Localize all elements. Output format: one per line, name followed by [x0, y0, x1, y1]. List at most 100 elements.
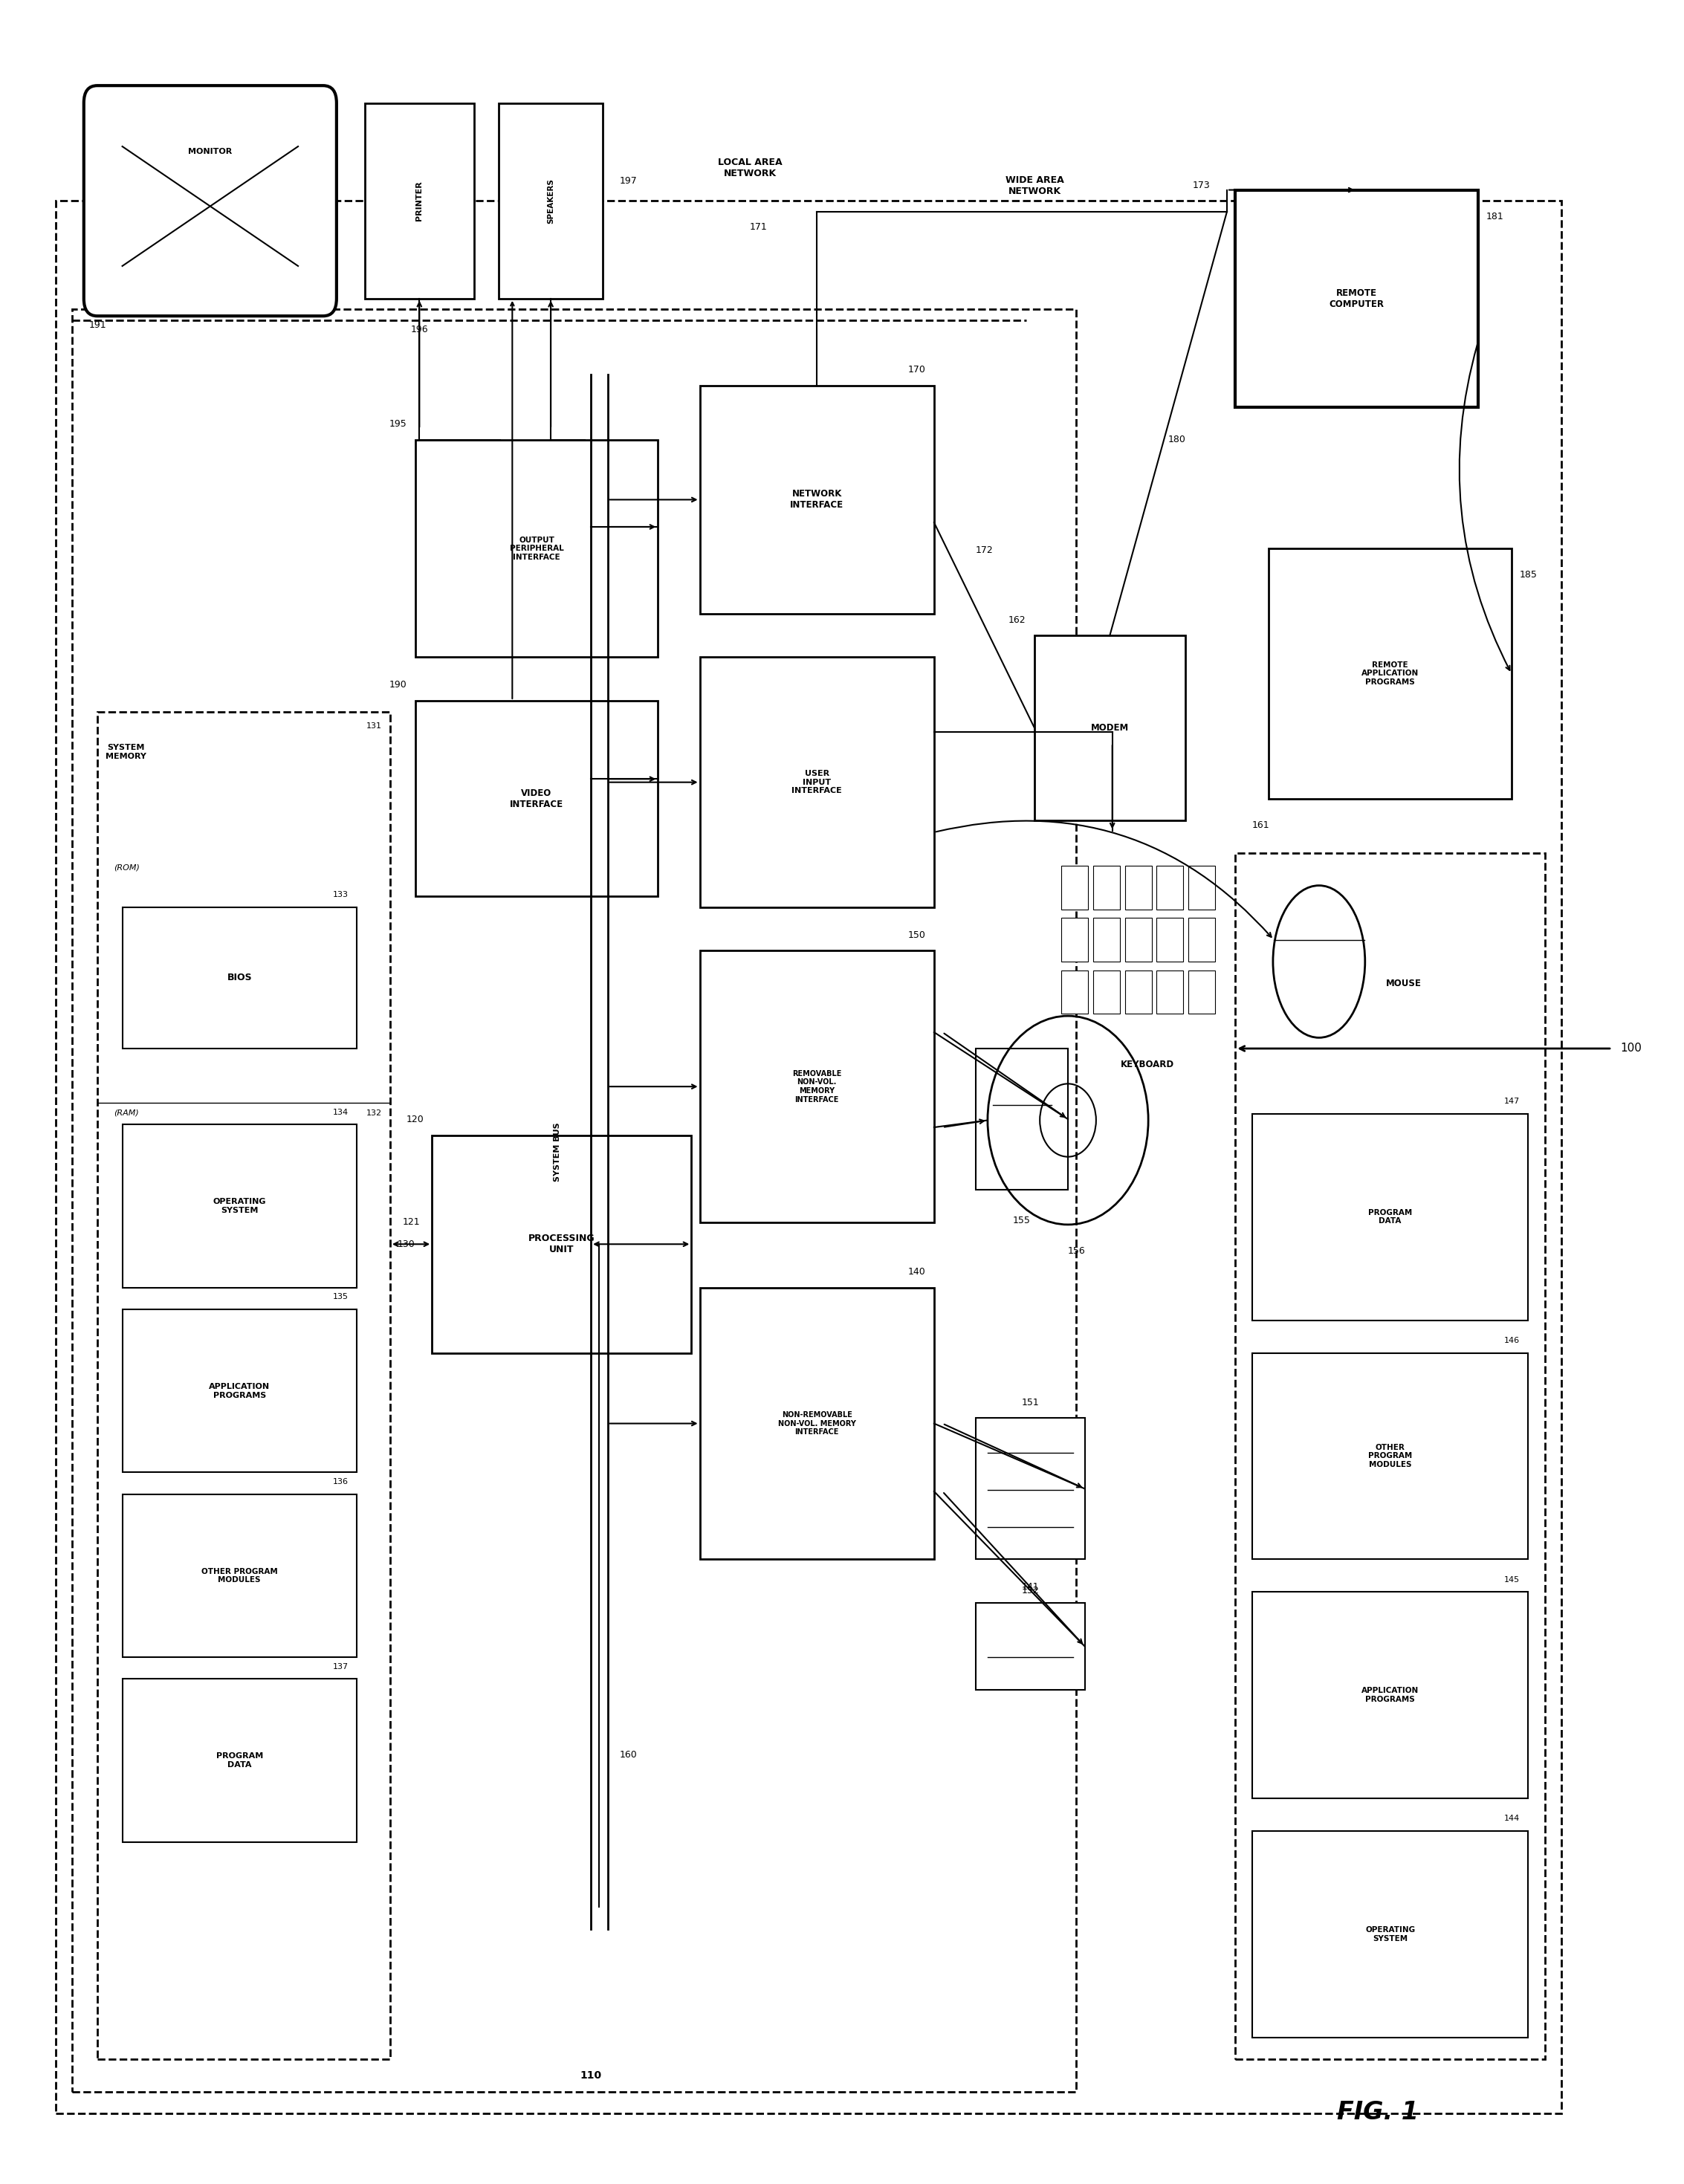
FancyBboxPatch shape: [123, 1125, 357, 1289]
FancyBboxPatch shape: [1251, 1830, 1527, 2038]
Text: 131: 131: [365, 723, 382, 729]
FancyBboxPatch shape: [123, 1679, 357, 1841]
FancyBboxPatch shape: [701, 657, 935, 906]
Text: 196: 196: [411, 325, 428, 334]
Text: (RAM): (RAM): [115, 1109, 140, 1116]
Text: PROGRAM
DATA: PROGRAM DATA: [216, 1752, 263, 1769]
Text: SYSTEM
MEMORY: SYSTEM MEMORY: [106, 745, 147, 760]
FancyBboxPatch shape: [1093, 970, 1120, 1013]
Text: 160: 160: [620, 1749, 637, 1760]
Text: 147: 147: [1504, 1099, 1521, 1105]
FancyBboxPatch shape: [433, 1136, 692, 1352]
FancyBboxPatch shape: [1061, 917, 1088, 961]
Text: 162: 162: [1009, 616, 1026, 625]
Text: 180: 180: [1169, 435, 1186, 446]
Text: 130: 130: [397, 1238, 416, 1249]
Text: 155: 155: [1014, 1216, 1031, 1225]
Text: 171: 171: [749, 223, 768, 232]
FancyBboxPatch shape: [123, 906, 357, 1048]
FancyBboxPatch shape: [1093, 865, 1120, 909]
FancyBboxPatch shape: [1189, 865, 1216, 909]
FancyBboxPatch shape: [1189, 917, 1216, 961]
FancyBboxPatch shape: [701, 387, 935, 614]
FancyBboxPatch shape: [1189, 970, 1216, 1013]
FancyBboxPatch shape: [1251, 1114, 1527, 1321]
FancyBboxPatch shape: [1125, 865, 1152, 909]
Text: 173: 173: [1192, 181, 1211, 190]
Text: 170: 170: [908, 365, 926, 376]
Text: 133: 133: [333, 891, 349, 898]
Text: 145: 145: [1504, 1577, 1521, 1583]
Text: 195: 195: [389, 419, 408, 428]
Text: 191: 191: [89, 321, 106, 330]
FancyBboxPatch shape: [1157, 865, 1184, 909]
Text: REMOVABLE
NON-VOL.
MEMORY
INTERFACE: REMOVABLE NON-VOL. MEMORY INTERFACE: [791, 1070, 842, 1103]
FancyBboxPatch shape: [498, 103, 603, 299]
Text: 100: 100: [1620, 1044, 1642, 1055]
Text: SYSTEM BUS: SYSTEM BUS: [554, 1123, 561, 1182]
Text: SPEAKERS: SPEAKERS: [547, 179, 554, 223]
Text: 140: 140: [908, 1267, 926, 1278]
FancyBboxPatch shape: [84, 85, 337, 317]
FancyBboxPatch shape: [1157, 970, 1184, 1013]
Text: 110: 110: [579, 2070, 601, 2081]
Text: PROGRAM
DATA: PROGRAM DATA: [1367, 1210, 1413, 1225]
Text: 190: 190: [389, 679, 408, 690]
FancyBboxPatch shape: [1157, 917, 1184, 961]
Text: (ROM): (ROM): [115, 863, 140, 871]
Text: 161: 161: [1251, 821, 1270, 830]
FancyBboxPatch shape: [1093, 917, 1120, 961]
FancyBboxPatch shape: [416, 439, 658, 657]
Text: 185: 185: [1521, 570, 1537, 581]
FancyBboxPatch shape: [701, 1289, 935, 1559]
Text: 136: 136: [333, 1479, 349, 1485]
Text: 132: 132: [365, 1109, 382, 1116]
Text: 172: 172: [975, 546, 994, 555]
FancyBboxPatch shape: [1125, 917, 1152, 961]
Text: 197: 197: [620, 177, 637, 186]
Text: PRINTER: PRINTER: [416, 181, 423, 221]
FancyBboxPatch shape: [1061, 865, 1088, 909]
FancyBboxPatch shape: [123, 1494, 357, 1658]
FancyBboxPatch shape: [1061, 970, 1088, 1013]
Text: 120: 120: [406, 1116, 424, 1125]
FancyBboxPatch shape: [365, 103, 473, 299]
Text: PROCESSING
UNIT: PROCESSING UNIT: [529, 1234, 594, 1254]
Text: OTHER
PROGRAM
MODULES: OTHER PROGRAM MODULES: [1367, 1444, 1413, 1468]
Text: 181: 181: [1487, 212, 1504, 221]
Text: 150: 150: [908, 930, 926, 939]
Text: BIOS: BIOS: [227, 974, 253, 983]
Text: NETWORK
INTERFACE: NETWORK INTERFACE: [790, 489, 844, 511]
Text: 152: 152: [1022, 1586, 1039, 1594]
FancyBboxPatch shape: [977, 1417, 1084, 1559]
Text: MOUSE: MOUSE: [1386, 978, 1421, 987]
Text: LOCAL AREA
NETWORK: LOCAL AREA NETWORK: [717, 157, 781, 179]
Text: FIG. 1: FIG. 1: [1337, 2101, 1418, 2125]
Text: 151: 151: [1022, 1398, 1039, 1406]
FancyBboxPatch shape: [123, 1310, 357, 1472]
FancyBboxPatch shape: [1268, 548, 1512, 799]
Text: APPLICATION
PROGRAMS: APPLICATION PROGRAMS: [209, 1382, 269, 1400]
Text: 135: 135: [333, 1293, 349, 1302]
Text: MODEM: MODEM: [1091, 723, 1128, 734]
FancyBboxPatch shape: [1251, 1592, 1527, 1797]
Text: 134: 134: [332, 1109, 349, 1116]
Text: KEYBOARD: KEYBOARD: [1120, 1059, 1174, 1068]
Text: REMOTE
APPLICATION
PROGRAMS: REMOTE APPLICATION PROGRAMS: [1361, 662, 1420, 686]
Text: 121: 121: [402, 1216, 419, 1227]
Text: OUTPUT
PERIPHERAL
INTERFACE: OUTPUT PERIPHERAL INTERFACE: [510, 537, 564, 561]
FancyBboxPatch shape: [1236, 190, 1479, 406]
Text: APPLICATION
PROGRAMS: APPLICATION PROGRAMS: [1361, 1688, 1420, 1704]
Text: OTHER PROGRAM
MODULES: OTHER PROGRAM MODULES: [202, 1568, 278, 1583]
FancyBboxPatch shape: [1251, 1352, 1527, 1559]
Text: MONITOR: MONITOR: [189, 149, 232, 155]
Text: 141: 141: [1022, 1581, 1039, 1592]
Text: 144: 144: [1504, 1815, 1521, 1821]
Text: VIDEO
INTERFACE: VIDEO INTERFACE: [510, 788, 564, 808]
FancyBboxPatch shape: [701, 950, 935, 1223]
FancyBboxPatch shape: [416, 701, 658, 895]
FancyBboxPatch shape: [1034, 636, 1186, 821]
Text: USER
INPUT
INTERFACE: USER INPUT INTERFACE: [791, 771, 842, 795]
FancyBboxPatch shape: [1125, 970, 1152, 1013]
Text: 137: 137: [332, 1662, 349, 1671]
